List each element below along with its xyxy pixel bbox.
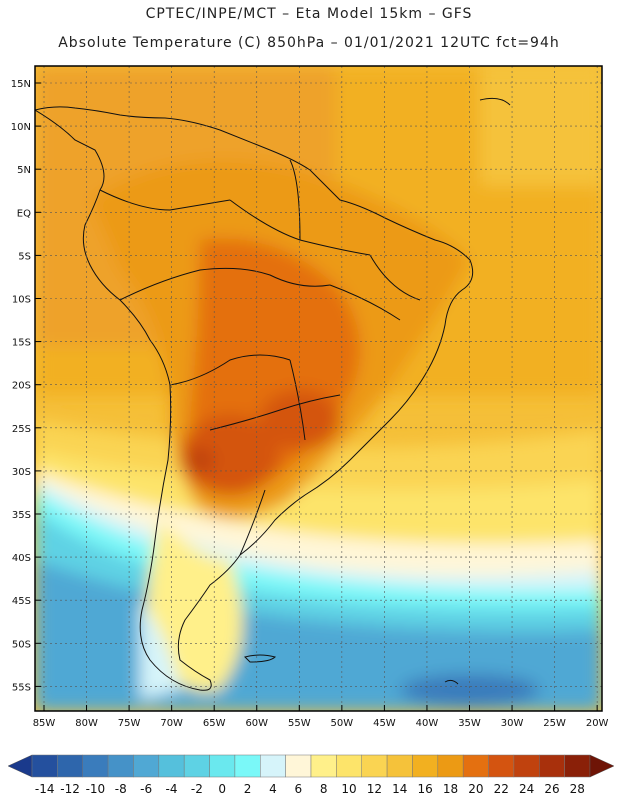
colorbar: -14 -12 -10 -8 -6 -4 -2 0 2 4 6 8 10 12 14 16 18 20 22 24 26… [7,754,615,796]
lon-tick-label: 60W [245,718,268,729]
lat-tick-label: 50S [12,639,31,650]
colorbar-swatch [209,754,236,778]
lon-tick-label: 80W [75,718,98,729]
colorbar-tick-label: -8 [115,782,127,796]
lat-tick-label: 5S [18,251,31,262]
colorbar-swatch [462,754,489,778]
colorbar-swatch [386,754,413,778]
colorbar-swatch [57,754,83,778]
lon-tick-label: 45W [373,718,396,729]
lat-tick-label: 10N [11,122,31,133]
lon-tick-label: 50W [331,718,354,729]
lon-tick-label: 85W [33,718,56,729]
lon-tick-label: 70W [160,718,183,729]
lat-tick-label: EQ [17,208,31,219]
lat-tick-label: 30S [12,467,31,478]
colorbar-swatch [82,754,109,778]
colorbar-tick-label: -6 [140,782,152,796]
lon-tick-label: 35W [458,718,481,729]
lat-tick-label: 15S [12,338,31,349]
colorbar-tick-label: 2 [244,782,252,796]
colorbar-tick-label: 18 [443,782,458,796]
colorbar-swatch [564,754,591,778]
lon-tick-label: 40W [416,718,439,729]
colorbar-tick-label: -14 [35,782,55,796]
colorbar-max-arrow [589,754,615,778]
colorbar-swatch [412,754,439,778]
colorbar-min-arrow [7,754,33,778]
map-frame [34,65,603,712]
colorbar-tick-label: -12 [60,782,80,796]
colorbar-swatch [285,754,312,778]
colorbar-swatch [488,754,515,778]
latitude-axis: 15N 10N 5N EQ 5S 10S 15S 20S 25S 30S 35S 40S 45S 50S 5… [11,79,41,693]
colorbar-swatch [539,754,565,778]
colorbar-swatch [234,754,261,778]
lon-tick-label: 30W [501,718,524,729]
colorbar-swatch [336,754,362,778]
colorbar-swatch [107,754,134,778]
colorbar-tick-label: 16 [417,782,432,796]
colorbar-tick-label: -2 [191,782,203,796]
colorbar-swatch [183,754,210,778]
colorbar-tick-label: 26 [544,782,559,796]
colorbar-tick-label: 10 [341,782,356,796]
colorbar-swatch [133,754,160,778]
colorbar-tick-label: 22 [494,782,509,796]
colorbar-swatch [361,754,388,778]
lat-tick-label: 10S [12,295,31,306]
lon-tick-label: 20W [586,718,609,729]
colorbar-tick-label: 28 [570,782,585,796]
colorbar-tick-label: 8 [320,782,328,796]
colorbar-tick-label: 14 [392,782,407,796]
colorbar-tick-label: 4 [269,782,277,796]
colorbar-swatch [260,754,286,778]
chart-title-line1: CPTEC/INPE/MCT – Eta Model 15km – GFS [145,6,473,22]
longitude-axis: 85W 80W 75W 70W 65W 60W 55W 50W 45W 40W 35W 30W 25W 2… [33,705,609,729]
lat-tick-label: 5N [17,165,31,176]
colorbar-swatch [310,754,337,778]
lat-tick-label: 40S [12,553,31,564]
colorbar-swatch [437,754,464,778]
lat-tick-label: 35S [12,510,31,521]
chart-title-line2: Absolute Temperature (C) 850hPa – 01/01/… [58,35,560,51]
colorbar-tick-label: -4 [166,782,178,796]
colorbar-tick-label: 20 [468,782,483,796]
colorbar-tick-label: 24 [519,782,534,796]
lat-tick-label: 25S [12,424,31,435]
lat-tick-label: 20S [12,381,31,392]
lat-tick-label: 55S [12,682,31,693]
lat-tick-label: 15N [11,79,31,90]
colorbar-tick-label: 6 [294,782,302,796]
colorbar-tick-label: 12 [367,782,382,796]
colorbar-swatch [513,754,540,778]
colorbar-swatch [31,754,58,778]
colorbar-swatch [158,754,185,778]
colorbar-tick-label: 0 [218,782,226,796]
lon-tick-label: 55W [288,718,311,729]
lon-tick-label: 65W [203,718,226,729]
temperature-field [35,66,602,711]
lat-tick-label: 45S [12,596,31,607]
lon-tick-label: 75W [118,718,141,729]
colorbar-tick-label: -10 [86,782,106,796]
lon-tick-label: 25W [543,718,566,729]
